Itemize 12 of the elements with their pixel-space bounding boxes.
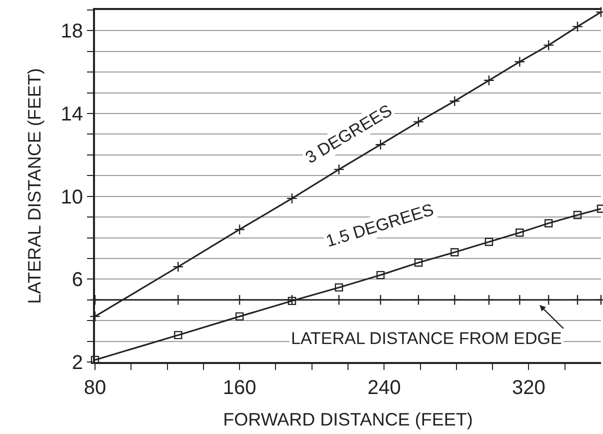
x-axis-title: FORWARD DISTANCE (FEET) <box>223 410 473 430</box>
y-tick-label: 6 <box>72 269 83 292</box>
x-tick-label: 240 <box>367 377 401 399</box>
y-tick-label: 14 <box>60 104 83 126</box>
x-tick-label: 80 <box>84 377 106 399</box>
y-tick-label: 10 <box>60 186 83 208</box>
y-tick-label: 18 <box>60 20 83 43</box>
x-tick-label: 160 <box>222 377 256 399</box>
y-tick-label: 2 <box>72 352 83 374</box>
x-tick-label: 320 <box>512 377 546 399</box>
y-axis-title: LATERAL DISTANCE (FEET) <box>24 68 44 304</box>
annotation: LATERAL DISTANCE FROM EDGE <box>291 329 562 348</box>
